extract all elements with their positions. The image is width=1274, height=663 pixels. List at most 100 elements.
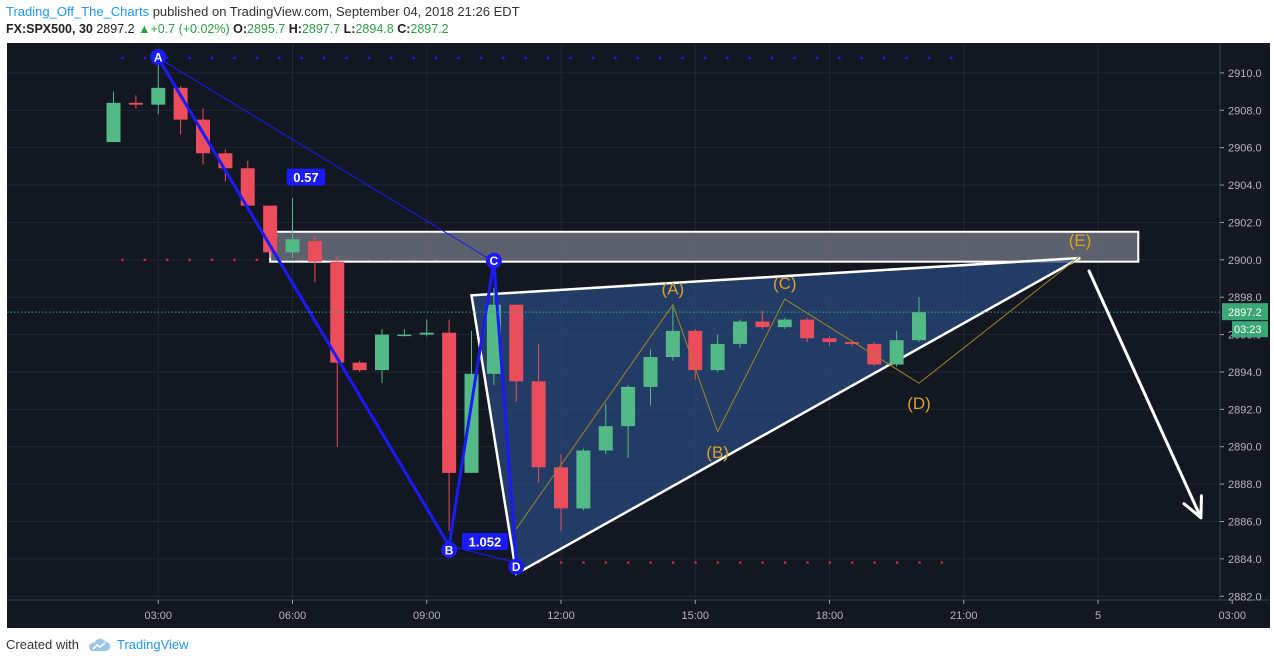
change-value: +0.7 (+0.02%) bbox=[150, 22, 230, 36]
close-label: C: bbox=[397, 22, 411, 36]
level-dot bbox=[873, 561, 876, 564]
candle-body bbox=[912, 312, 926, 341]
last-price-tag bbox=[1222, 303, 1268, 321]
tradingview-link[interactable]: TradingView bbox=[116, 637, 189, 652]
time-axis-label: 21:00 bbox=[950, 610, 978, 622]
created-with-label: Created with bbox=[6, 637, 79, 652]
low-label: L: bbox=[343, 22, 356, 36]
level-dot bbox=[681, 56, 684, 60]
level-dot bbox=[658, 56, 662, 60]
publish-info: published on TradingView.com, September … bbox=[149, 4, 520, 19]
level-dot bbox=[524, 56, 527, 60]
price-axis-label: 2900.0 bbox=[1228, 255, 1262, 267]
candle-body bbox=[777, 319, 792, 328]
time-axis-label: 5 bbox=[1095, 610, 1101, 622]
price-axis-label: 2898.0 bbox=[1228, 292, 1262, 304]
level-dot bbox=[255, 258, 259, 262]
level-dot bbox=[434, 56, 438, 60]
harmonic-point-label: A bbox=[154, 50, 163, 64]
level-dot bbox=[703, 56, 707, 60]
level-dot bbox=[143, 258, 147, 262]
candle-body bbox=[397, 334, 412, 337]
price-axis-label: 2884.0 bbox=[1228, 554, 1262, 566]
price-axis-label: 2886.0 bbox=[1228, 516, 1262, 528]
candle-body bbox=[688, 330, 703, 371]
harmonic-point-label: B bbox=[445, 543, 454, 557]
high-value: 2897.7 bbox=[301, 22, 341, 36]
time-axis-label: 06:00 bbox=[279, 610, 307, 622]
level-dot bbox=[627, 561, 630, 564]
level-dot bbox=[748, 56, 751, 60]
ratio-label: 1.052 bbox=[469, 535, 502, 550]
level-dot bbox=[502, 56, 505, 60]
level-dot bbox=[614, 56, 617, 60]
candle-body bbox=[419, 332, 434, 335]
level-dot bbox=[210, 258, 214, 262]
candle-body bbox=[733, 321, 747, 344]
symbol-label: FX:SPX500, 30 bbox=[6, 22, 93, 36]
level-dot bbox=[166, 258, 169, 262]
level-dot bbox=[569, 56, 572, 60]
level-dot bbox=[950, 56, 953, 60]
up-arrow-icon: ▲ bbox=[138, 22, 151, 36]
candle-body bbox=[464, 373, 479, 473]
level-dot bbox=[671, 561, 675, 564]
level-dot bbox=[851, 561, 854, 564]
level-dot bbox=[233, 258, 236, 262]
candle-body bbox=[889, 340, 904, 365]
level-dot bbox=[546, 56, 550, 60]
level-dot bbox=[806, 561, 809, 564]
candle-body bbox=[509, 304, 524, 382]
candle-body bbox=[755, 321, 770, 328]
level-dot bbox=[210, 56, 214, 60]
wave-label: (B) bbox=[706, 443, 729, 462]
low-value: 2894.8 bbox=[355, 22, 394, 36]
plot-area bbox=[7, 43, 1220, 600]
level-dot bbox=[927, 56, 931, 60]
level-dot bbox=[559, 561, 563, 564]
level-dot bbox=[121, 258, 124, 262]
countdown-tag bbox=[1232, 321, 1268, 338]
price-axis-label: 2888.0 bbox=[1228, 479, 1262, 491]
level-dot bbox=[390, 56, 393, 60]
harmonic-bd-line bbox=[449, 545, 517, 564]
level-dot bbox=[860, 56, 863, 60]
harmonic-point-label: C bbox=[490, 254, 499, 268]
level-dot bbox=[905, 56, 908, 60]
level-dot bbox=[166, 56, 169, 60]
time-axis-label: 15:00 bbox=[681, 610, 709, 622]
ratio-label-box bbox=[286, 168, 326, 186]
candle-body bbox=[844, 342, 859, 344]
level-dot bbox=[188, 258, 191, 262]
candle-body bbox=[621, 386, 636, 427]
level-dot bbox=[278, 56, 281, 60]
level-dot bbox=[457, 56, 460, 60]
ratio-label: 0.57 bbox=[293, 170, 318, 185]
author-link[interactable]: Trading_Off_The_Charts bbox=[6, 4, 150, 19]
harmonic-point-label: D bbox=[512, 560, 521, 574]
candle-body bbox=[173, 87, 188, 120]
candle-body bbox=[800, 319, 815, 339]
candle-body bbox=[151, 87, 166, 105]
level-dot bbox=[367, 56, 371, 60]
price-axis-label: 2882.0 bbox=[1228, 591, 1262, 603]
level-dot bbox=[726, 56, 729, 60]
level-dot bbox=[121, 56, 124, 60]
level-dot bbox=[770, 56, 774, 60]
level-dot bbox=[694, 561, 697, 564]
wave-label: (E) bbox=[1069, 231, 1092, 250]
level-dot bbox=[582, 561, 585, 564]
level-dot bbox=[322, 56, 326, 60]
price-axis-label: 2906.0 bbox=[1228, 143, 1262, 155]
time-axis-label: 18:00 bbox=[816, 610, 844, 622]
level-dot bbox=[636, 56, 639, 60]
time-axis-panel bbox=[7, 600, 1270, 628]
harmonic-point-marker bbox=[508, 558, 525, 575]
last-price-tag-label: 2897.2 bbox=[1228, 307, 1262, 319]
level-dot bbox=[604, 561, 608, 564]
footer: Created with TradingView bbox=[6, 637, 189, 652]
triangle-pattern bbox=[470, 256, 1081, 576]
candle-body bbox=[531, 381, 546, 468]
level-dot bbox=[300, 56, 303, 60]
